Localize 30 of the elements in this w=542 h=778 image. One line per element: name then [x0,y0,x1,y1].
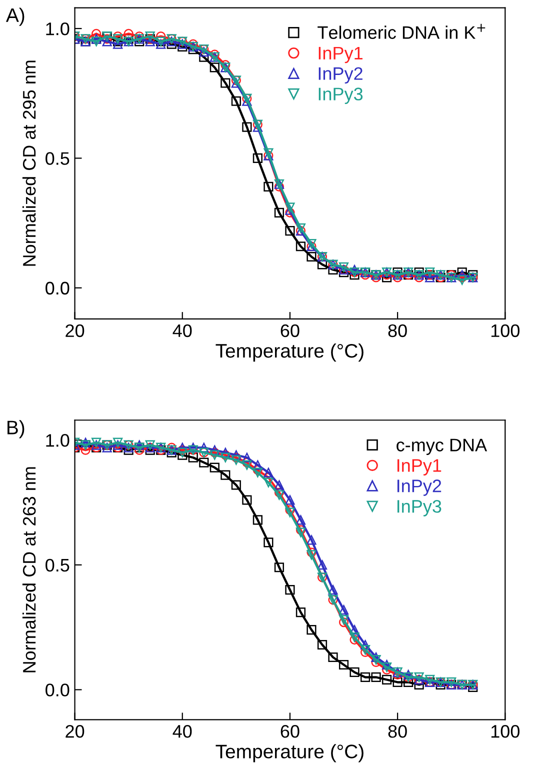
chart-title: A) [6,8,24,26]
y-axis-title: Normalized CD at 295 nm [22,60,36,266]
y-tick-label: 0.5 [46,152,70,165]
legend-label: InPy3 [318,88,363,104]
x-tick-label: 80 [388,324,407,338]
y-tick-label: 1.0 [46,434,70,447]
legend-label: InPy1 [397,459,442,476]
x-tick-label: 60 [280,724,300,738]
x-tick-label: 20 [66,724,84,738]
y-tick-label: 1.0 [46,22,70,36]
legend-label: InPy3 [397,500,442,516]
x-tick-label: 60 [280,324,300,338]
x-tick-label: 80 [388,724,407,738]
legend-label: InPy1 [318,46,362,64]
legend-label: InPy2 [318,67,362,84]
y-tick-label: 0.0 [46,282,70,295]
x-tick-label: 20 [66,324,84,338]
x-tick-label: 100 [491,724,520,738]
legend-label: Telomeric DNA in K$^{+}$ [318,24,486,39]
x-axis-title: Temperature (°C) [216,744,364,762]
x-tick-label: 100 [491,324,520,338]
legend-label: c-myc DNA [396,438,488,456]
chart-title: B) [8,420,24,438]
y-tick-label: 0.0 [46,684,70,696]
y-tick-label: 0.5 [46,558,70,572]
y-axis-title: Normalized CD at 263 nm [22,467,36,672]
x-tick-label: 40 [172,724,192,738]
legend-label: InPy2 [397,480,442,496]
x-tick-label: 40 [172,324,192,338]
x-axis-title: Temperature (°C) [216,343,364,362]
